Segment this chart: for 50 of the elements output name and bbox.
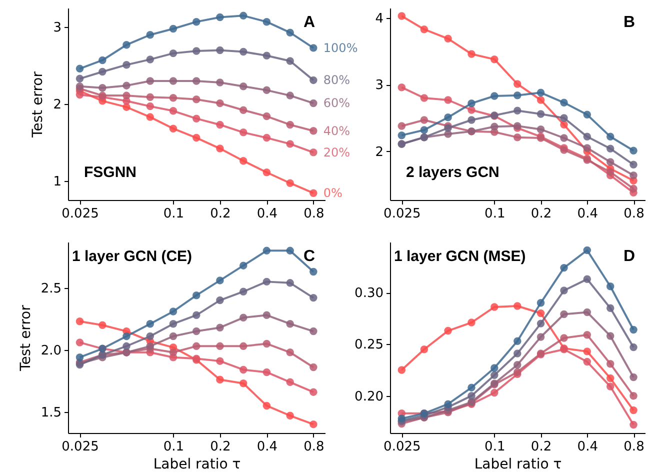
x-axis-title: Label ratio τ [153,456,241,472]
series-label: 60% [323,96,350,110]
x-tick-label: 0.2 [530,440,552,454]
x-tick-label: 0.025 [62,440,99,454]
y-tick-label: 0.25 [354,338,384,353]
chart-title: 1 layer GCN (MSE) [394,248,526,265]
y-tick-label: 0.20 [354,389,384,404]
y-tick-label: 2.5 [40,281,62,296]
x-tick-label: 0.4 [256,440,278,454]
x-tick-label: 0.4 [577,206,598,222]
y-tick-label: 3 [53,20,62,36]
y-tick-label: 4 [375,12,384,26]
x-tick-label: 0.8 [624,440,644,454]
x-tick-label: 0.1 [163,440,184,454]
x-tick-label: 0.8 [624,206,644,222]
y-axis-title: Test error [30,71,46,138]
series-label: 100% [323,40,358,55]
x-tick-label: 0.2 [210,440,231,454]
x-tick-label: 0.2 [210,206,231,222]
x-tick-label: 0.025 [384,440,421,454]
text: 2 layers GCN [406,164,500,181]
y-tick-label: 1 [53,174,62,190]
annotation: D [623,248,635,265]
series-label: 40% [323,124,350,138]
annotation: B [623,14,635,31]
y-axis-title: Test error [18,304,34,372]
chart-title: 1 layer GCN (CE) [72,248,192,265]
x-tick-label: 0.4 [577,440,598,454]
annotation: A [303,14,316,31]
x-axis-title: Label ratio τ [474,456,562,472]
y-tick-label: 2 [53,98,62,112]
x-tick-label: 0.8 [304,206,324,222]
x-tick-label: 0.1 [163,206,184,222]
x-tick-label: 0.4 [256,206,278,222]
annotation: C [303,248,316,265]
x-tick-label: 0.025 [62,206,99,222]
y-tick-label: 3 [375,78,384,94]
series-label: 20% [323,145,350,160]
x-tick-label: 0.2 [530,206,552,222]
x-tick-label: 0.1 [484,440,506,454]
y-tick-label: 2 [375,144,384,160]
y-tick-label: 1.5 [40,405,62,420]
x-tick-label: 0.8 [304,440,324,454]
y-tick-label: 0.30 [354,286,384,302]
series-label: 0% [323,186,342,200]
series-label: 80% [323,73,350,88]
y-tick-label: 2.0 [40,343,62,358]
text: FSGNN [84,164,136,181]
x-tick-label: 0.025 [384,206,421,222]
x-tick-label: 0.1 [484,206,506,222]
